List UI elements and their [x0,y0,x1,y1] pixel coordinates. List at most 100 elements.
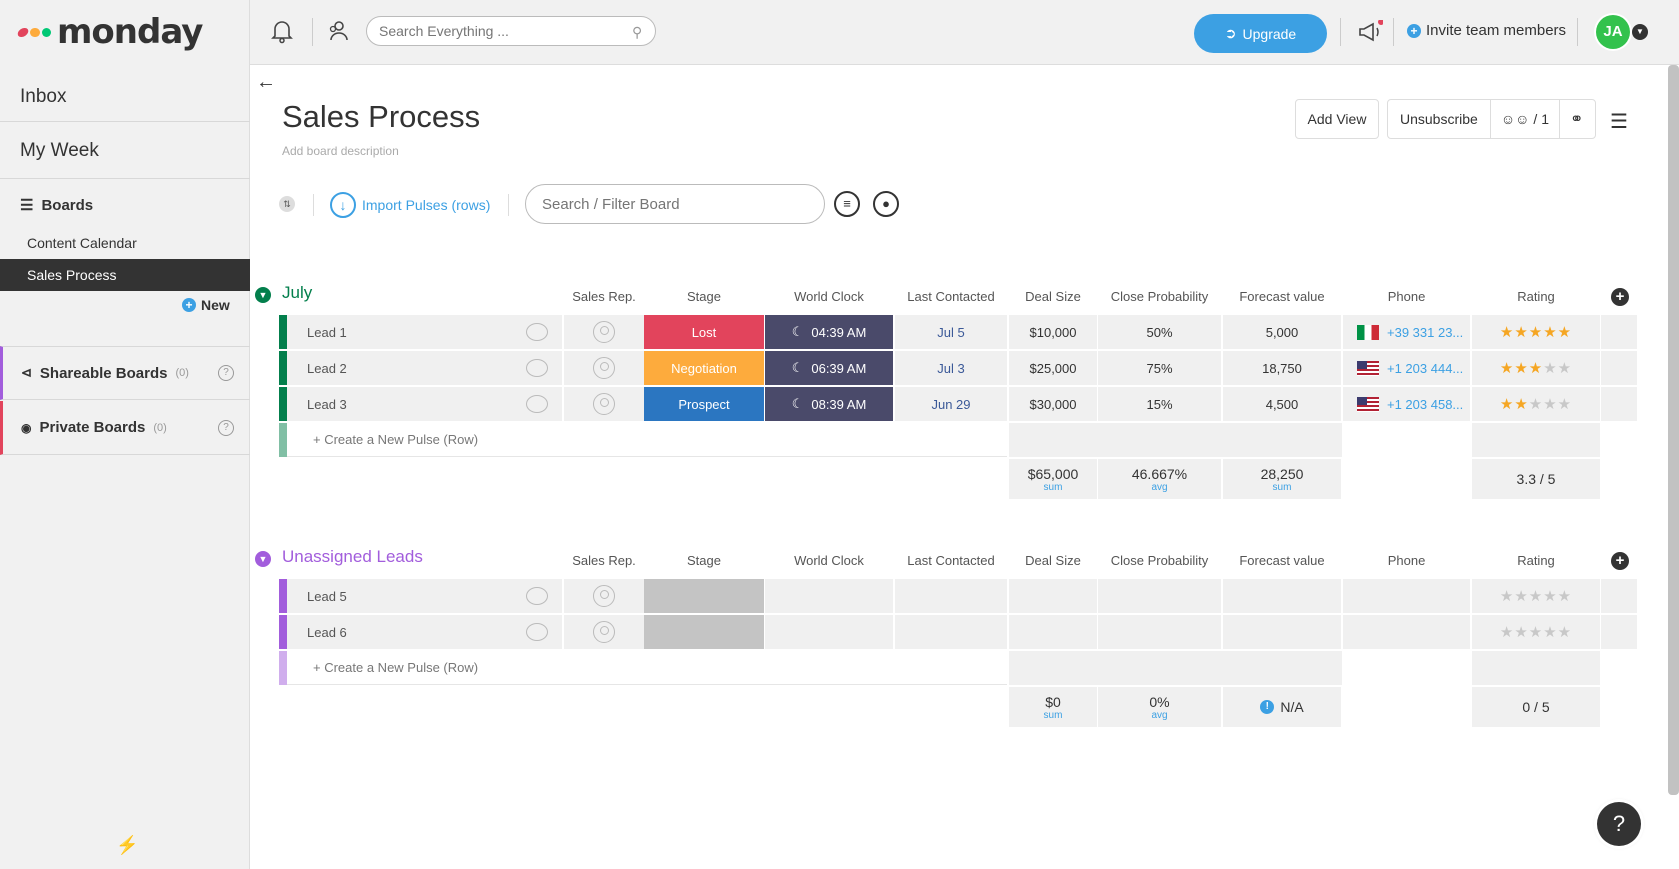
close-probability-cell[interactable]: 50% [1098,315,1221,349]
star-icon[interactable]: ★ [1557,360,1573,377]
star-icon[interactable]: ★ [1543,396,1558,413]
pulse-name-cell[interactable]: Lead 3 [287,387,562,421]
forecast-value-cell[interactable]: 4,500 [1223,387,1341,421]
lightning-icon[interactable]: ⚡ [116,835,139,855]
pulse-name[interactable]: Lead 2 [307,360,347,376]
column-header[interactable]: Forecast value [1239,289,1325,304]
deal-size-cell[interactable]: $10,000 [1009,315,1097,349]
board-description[interactable]: Add board description [282,144,399,158]
members-button[interactable]: ☺☺ / 1 [1491,100,1560,138]
rating-stars[interactable]: ★★★★★ [1500,359,1572,377]
sidebar-my-week[interactable]: My Week [0,122,250,179]
comment-bubble-icon[interactable] [526,395,548,413]
close-probability-cell[interactable]: 75% [1098,351,1221,385]
invite-team-button[interactable]: + Invite team members [1407,22,1566,39]
stage-cell[interactable]: Lost [644,315,764,349]
phone-cell[interactable] [1343,615,1470,649]
column-header[interactable]: Stage [687,289,721,304]
rating-stars[interactable]: ★★★★★ [1500,395,1572,413]
pulse-name-cell[interactable]: Lead 5 [287,579,562,613]
create-pulse-input[interactable]: + Create a New Pulse (Row) [287,651,1007,685]
stage-cell[interactable] [644,579,764,613]
last-contacted-cell[interactable] [895,615,1007,649]
last-contacted-cell[interactable] [895,579,1007,613]
pulse-name-cell[interactable]: Lead 1 [287,315,562,349]
search-icon[interactable]: ⚲ [632,24,643,40]
table-row[interactable]: Lead 1 Lost ☾ 04:39 AM Jul 5 $10,000 50% 5,000 +… [250,315,1679,351]
person-filter-icon[interactable]: ● [873,191,899,217]
star-icon[interactable]: ★ [1528,588,1544,605]
close-probability-cell[interactable] [1098,579,1221,613]
phone-number[interactable]: +39 331 23... [1387,324,1464,340]
chevron-down-icon[interactable]: ▼ [255,551,271,567]
pulse-name[interactable]: Lead 1 [307,324,347,340]
monday-logo[interactable]: monday [16,12,203,52]
scrollbar[interactable] [1668,65,1679,795]
table-row[interactable]: Lead 6 ★★★★★ [250,615,1679,651]
menu-icon[interactable]: ☰ [1610,111,1628,133]
activity-icon[interactable]: ⚭ [1570,111,1584,128]
star-icon[interactable]: ★ [1499,396,1515,413]
new-board-button[interactable]: + New [182,297,230,313]
filter-icon[interactable]: ≡ [834,191,860,217]
deal-size-cell[interactable]: $25,000 [1009,351,1097,385]
rating-cell[interactable]: ★★★★★ [1472,387,1600,421]
rating-cell[interactable]: ★★★★★ [1472,351,1600,385]
pulse-name[interactable]: Lead 5 [307,588,347,604]
chevron-down-icon[interactable]: ▼ [255,287,271,303]
megaphone-icon[interactable] [1357,19,1385,48]
table-row[interactable]: Lead 3 Prospect ☾ 08:39 AM Jun 29 $30,000 15% 4… [250,387,1679,423]
sales-rep-cell[interactable] [564,579,644,613]
pulse-name[interactable]: Lead 6 [307,624,347,640]
stage-cell[interactable]: Prospect [644,387,764,421]
column-header[interactable]: Deal Size [1025,553,1081,568]
phone-number[interactable]: +1 203 444... [1387,360,1464,376]
star-icon[interactable]: ★ [1528,396,1544,413]
private-boards-section[interactable]: ◉ Private Boards (0) ? [0,401,250,455]
column-header[interactable]: Phone [1387,553,1426,568]
star-icon[interactable]: ★ [1543,360,1558,377]
sidebar-item-sales-process[interactable]: Sales Process [0,259,250,291]
world-clock-cell[interactable] [765,579,893,613]
sidebar-inbox[interactable]: Inbox [0,72,250,122]
forecast-value-cell[interactable] [1223,615,1341,649]
avatar[interactable]: JA [1596,15,1630,49]
column-header[interactable]: Stage [687,553,721,568]
star-icon[interactable]: ★ [1499,360,1515,377]
upgrade-button[interactable]: ➲ Upgrade [1194,14,1327,53]
phone-cell[interactable]: +1 203 458... [1343,387,1470,421]
column-header[interactable]: Sales Rep. [572,289,636,304]
star-icon[interactable]: ★ [1514,360,1529,377]
column-header[interactable]: Rating [1517,289,1555,304]
sidebar-item-content-calendar[interactable]: Content Calendar [0,227,250,259]
deal-size-cell[interactable] [1009,615,1097,649]
star-icon[interactable]: ★ [1528,324,1544,341]
forecast-value-cell[interactable] [1223,579,1341,613]
close-probability-cell[interactable]: 15% [1098,387,1221,421]
last-contacted-cell[interactable]: Jun 29 [895,387,1007,421]
forecast-value-cell[interactable]: 5,000 [1223,315,1341,349]
pulse-name-cell[interactable]: Lead 2 [287,351,562,385]
comment-bubble-icon[interactable] [526,623,548,641]
add-column-icon[interactable]: + [1611,288,1629,306]
help-icon[interactable]: ? [218,419,234,436]
table-row[interactable]: Lead 2 Negotiation ☾ 06:39 AM Jul 3 $25,000 75… [250,351,1679,387]
pulse-name-cell[interactable]: Lead 6 [287,615,562,649]
star-icon[interactable]: ★ [1499,324,1515,341]
group-title[interactable]: Unassigned Leads [282,547,423,566]
star-icon[interactable]: ★ [1514,396,1529,413]
collapse-icon[interactable]: ⇅ [279,196,295,212]
shareable-boards-section[interactable]: ⊲ Shareable Boards (0) ? [0,346,250,400]
deal-size-cell[interactable]: $30,000 [1009,387,1097,421]
phone-cell[interactable]: +39 331 23... [1343,315,1470,349]
star-icon[interactable]: ★ [1557,396,1573,413]
star-icon[interactable]: ★ [1528,360,1544,377]
column-header[interactable]: Close Probability [1110,289,1209,304]
star-icon[interactable]: ★ [1557,324,1573,341]
star-icon[interactable]: ★ [1543,588,1558,605]
column-header[interactable]: World Clock [794,553,864,568]
column-header[interactable]: Close Probability [1110,553,1209,568]
column-header[interactable]: Forecast value [1239,553,1325,568]
star-icon[interactable]: ★ [1543,324,1558,341]
stage-cell[interactable] [644,615,764,649]
